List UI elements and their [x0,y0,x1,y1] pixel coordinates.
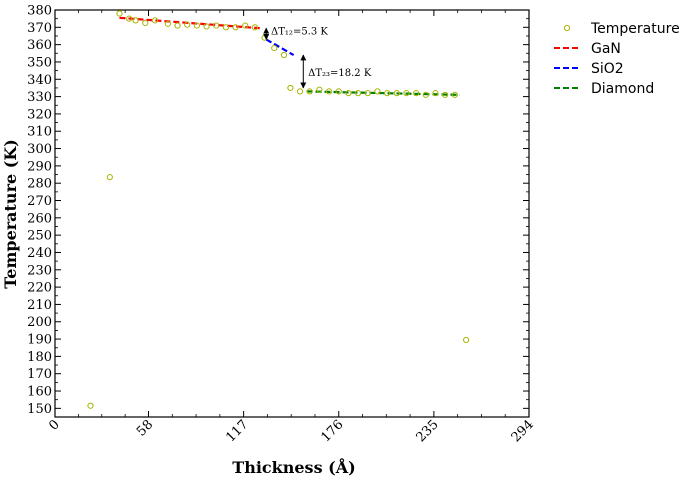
fit-line-gan [119,16,260,30]
data-point [355,90,362,97]
y-tick-label: 320 [27,107,52,122]
data-point [325,88,333,95]
axes-layer [54,9,530,418]
data-point [132,17,139,24]
legend-label-sio2: SiO2 [591,61,624,77]
data-point [232,24,239,31]
y-tick-label: 290 [27,159,52,174]
annotation-label: ΔT₁₂=5.3 K [271,26,328,37]
data-point [335,88,342,95]
y-tick-label: 150 [27,402,52,417]
data-point [213,22,220,29]
data-point [203,23,210,30]
fit-line-sio2 [265,38,295,56]
data-point [463,336,470,344]
y-tick-label: 160 [27,385,52,400]
data-point [271,45,278,52]
data-point [151,17,159,24]
data-point [142,19,149,27]
data-point [193,22,200,29]
fit-line-diamond [306,90,460,96]
annotation-label: ΔT₂₃=18.2 K [308,68,372,79]
y-tick-label: 180 [27,350,52,365]
data-point [345,90,352,97]
data-point [413,90,420,97]
annotations-layer: ΔT₁₂=5.3 K ΔT₂₃=18.2 K [263,26,372,89]
data-point [306,88,313,95]
y-tick-label: 340 [27,73,52,88]
data-point [126,15,133,22]
data-point [87,402,94,409]
data-point [451,91,458,98]
data-point [287,84,294,92]
y-tick-label: 310 [27,125,52,140]
y-tick-label: 360 [27,38,52,53]
data-point [251,24,259,31]
data-point [432,90,439,97]
data-points-layer [87,10,470,409]
data-point [442,91,449,98]
y-tick-label: 210 [27,298,52,313]
fit-lines-layer [119,16,460,96]
legend: Temperature GaN SiO2 Diamond [554,21,680,97]
y-tick-label: 250 [27,229,52,244]
y-tick-label: 260 [27,211,52,226]
y-tick-label: 240 [27,246,52,261]
data-point [316,86,323,93]
data-point [393,90,400,97]
y-tick-label: 220 [27,281,52,296]
data-point [374,88,381,95]
y-tick-label: 230 [27,263,52,278]
data-point [184,21,191,28]
legend-label-diamond: Diamond [591,81,654,97]
data-point [296,88,304,95]
legend-label-temperature: Temperature [590,21,680,37]
data-point [403,90,410,97]
y-tick-label: 280 [27,177,52,192]
data-point [222,24,229,31]
y-axis-label: Temperature (K) [1,139,20,289]
data-point [364,90,371,97]
y-tick-label: 170 [27,367,52,382]
y-tick-label: 190 [27,333,52,348]
plot-frame [54,9,530,418]
y-tick-label: 270 [27,194,52,209]
data-point [174,22,181,29]
y-tick-label: 300 [27,142,52,157]
y-tick-label: 350 [27,55,52,70]
y-tick-label: 330 [27,90,52,105]
y-tick-label: 380 [27,4,52,19]
legend-label-gan: GaN [591,41,621,57]
data-point [106,174,113,181]
data-point [242,22,249,29]
data-point [384,90,391,97]
y-tick-label: 200 [27,315,52,330]
data-point [116,10,123,17]
y-tick-label: 370 [27,21,52,36]
x-axis-label: Thickness (Å) [232,456,355,477]
data-point [280,51,288,59]
data-point [422,91,429,98]
data-point [164,20,171,27]
legend-marker-temperature [563,24,571,32]
